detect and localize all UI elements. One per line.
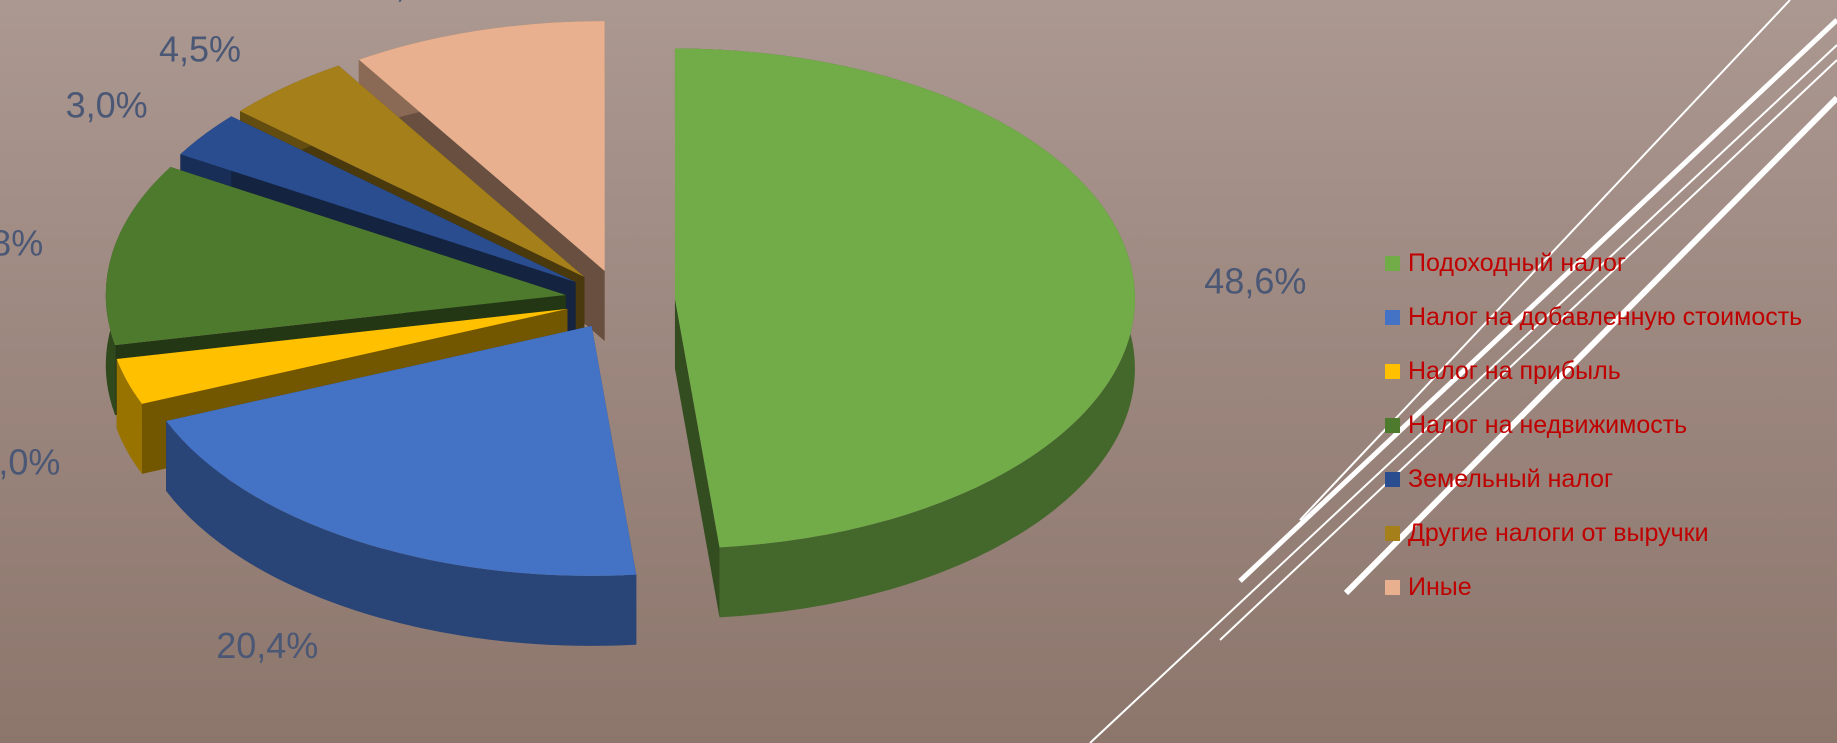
data-label: 3,0% <box>0 441 60 482</box>
data-label: 48,6% <box>1204 261 1306 302</box>
legend-label: Другие налоги от выручки <box>1408 518 1709 547</box>
legend-item: Подоходный налог <box>1385 236 1802 290</box>
data-label: 11,8% <box>0 222 43 263</box>
legend-item: Налог на прибыль <box>1385 344 1802 398</box>
legend-item: Земельный налог <box>1385 452 1802 506</box>
legend: Подоходный налог Налог на добавленную ст… <box>1385 236 1802 614</box>
legend-label: Налог на добавленную стоимость <box>1408 302 1803 331</box>
data-label: 20,4% <box>216 625 318 666</box>
legend-swatch <box>1385 309 1400 325</box>
pie-slice <box>674 48 1135 618</box>
data-label: 4,5% <box>159 29 241 70</box>
legend-label: Иные <box>1408 572 1472 601</box>
legend-label: Подоходный налог <box>1408 248 1626 277</box>
legend-item: Налог на добавленную стоимость <box>1385 290 1802 344</box>
data-label: 9,0% <box>375 0 457 5</box>
legend-swatch <box>1385 579 1400 595</box>
decorative-lines <box>1089 0 1837 743</box>
legend-item: Налог на недвижимость <box>1385 398 1802 452</box>
legend-label: Налог на прибыль <box>1408 356 1621 385</box>
legend-swatch <box>1385 417 1400 433</box>
data-label: 3,0% <box>66 85 148 126</box>
legend-label: Земельный налог <box>1408 464 1614 493</box>
pie-slice <box>166 325 637 646</box>
legend-swatch <box>1385 471 1400 487</box>
legend-swatch <box>1385 525 1400 541</box>
legend-label: Налог на недвижимость <box>1408 410 1688 439</box>
legend-item: Другие налоги от выручки <box>1385 506 1802 560</box>
legend-item: Иные <box>1385 560 1802 614</box>
legend-swatch <box>1385 255 1400 271</box>
legend-swatch <box>1385 363 1400 379</box>
